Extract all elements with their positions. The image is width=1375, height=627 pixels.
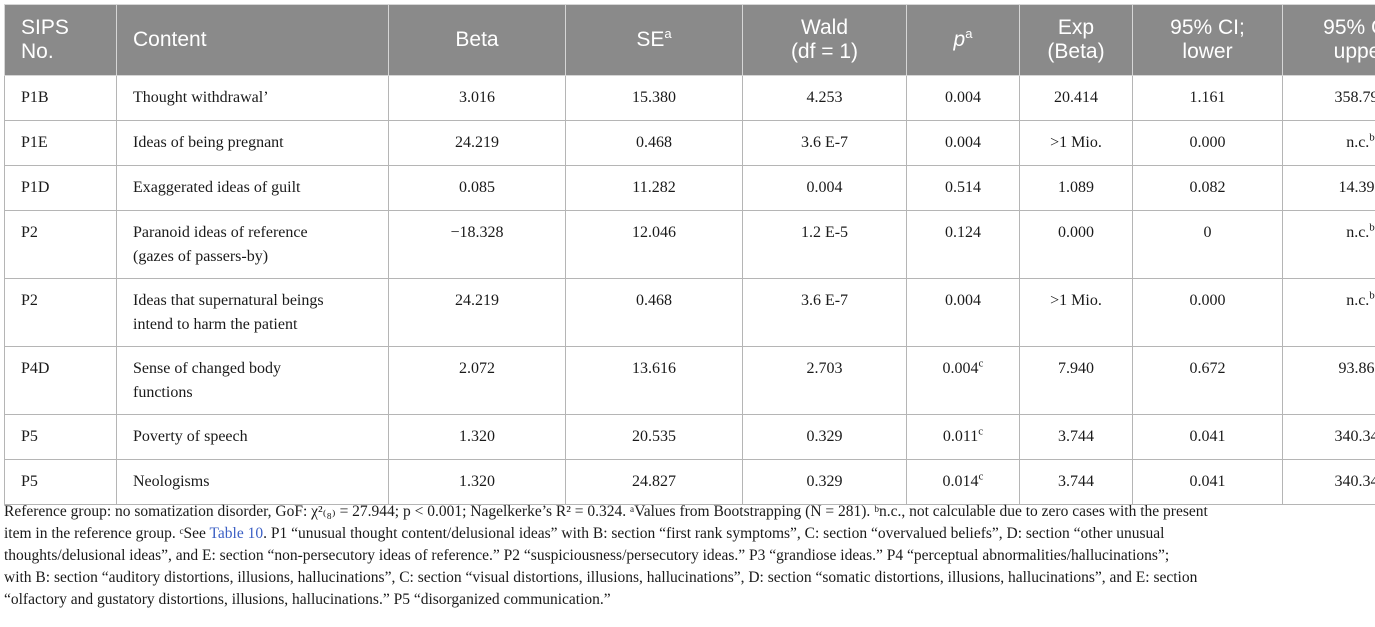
cell-lower: 0.041 [1132,459,1283,505]
header-wald: Wald (df = 1) [742,4,907,76]
cell-beta: 1.320 [388,459,566,505]
footnote-line: item in the reference group. ᶜSee Table … [4,525,1165,542]
footnote-line: with B: section “auditory distortions, i… [4,569,1198,586]
cell-beta: 2.072 [388,346,566,415]
table-row: P4D Sense of changed body functions 2.072… [4,346,1375,415]
cell-beta: 0.085 [388,165,566,211]
cell-beta: −18.328 [388,210,566,279]
cell-exp: 3.744 [1019,414,1133,460]
cell-wald: 0.329 [742,414,907,460]
cell-beta: 24.219 [388,278,566,347]
cell-lower: 0.672 [1132,346,1283,415]
cell-p: 0.004 [906,278,1020,347]
cell-upper: 340.346 [1282,414,1375,460]
cell-p: 0.004 [906,120,1020,166]
header-beta: Beta [388,4,566,76]
cell-sips: P2 [4,278,117,347]
cell-upper: 340.346 [1282,459,1375,505]
cell-wald: 4.253 [742,75,907,121]
cell-exp: 0.000 [1019,210,1133,279]
cell-lower: 0.041 [1132,414,1283,460]
footnote-line: thoughts/delusional ideas”, and E: secti… [4,547,1170,564]
cell-content: Poverty of speech [116,414,389,460]
cell-lower: 0 [1132,210,1283,279]
cell-se: 0.468 [565,278,743,347]
cell-se: 11.282 [565,165,743,211]
cell-content: Sense of changed body functions [116,346,389,415]
table-row: P2 Paranoid ideas of reference (gazes of … [4,210,1375,279]
table-row: P2 Ideas that supernatural beings intend … [4,278,1375,347]
cell-exp: 7.940 [1019,346,1133,415]
cell-sips: P1D [4,165,117,211]
cell-wald: 0.329 [742,459,907,505]
cell-sips: P5 [4,414,117,460]
cell-se: 24.827 [565,459,743,505]
cell-beta: 24.219 [388,120,566,166]
cell-upper: 93.863 [1282,346,1375,415]
cell-p: 0.014c [906,459,1020,505]
cell-exp: 1.089 [1019,165,1133,211]
table-container: SIPS No. Content Beta SEa Wald (df = 1) pa… [4,4,1375,505]
cell-sips: P2 [4,210,117,279]
cell-content: Ideas of being pregnant [116,120,389,166]
header-sips-no: SIPS No. [4,4,117,76]
cell-p: 0.124 [906,210,1020,279]
cell-content: Neologisms [116,459,389,505]
cell-exp: 3.744 [1019,459,1133,505]
table-row: P5 Poverty of speech 1.320 20.535 0.329 … [4,414,1375,460]
cell-p: 0.004c [906,346,1020,415]
header-se: SEa [565,4,743,76]
header-ci-upper: 95% CI;upper [1282,4,1375,76]
cell-lower: 0.000 [1132,278,1283,347]
cell-lower: 1.161 [1132,75,1283,121]
cell-wald: 2.703 [742,346,907,415]
table-row: P1E Ideas of being pregnant 24.219 0.468… [4,120,1375,166]
header-ci-lower: 95% CI; lower [1132,4,1283,76]
cell-p: 0.011c [906,414,1020,460]
sips-table: SIPS No. Content Beta SEa Wald (df = 1) pa… [4,4,1375,505]
cell-content: Paranoid ideas of reference (gazes of pas… [116,210,389,279]
cell-p: 0.514 [906,165,1020,211]
cell-sips: P4D [4,346,117,415]
cell-lower: 0.000 [1132,120,1283,166]
cell-exp: 20.414 [1019,75,1133,121]
header-content: Content [116,4,389,76]
table-footnote: Reference group: no somatization disorde… [4,501,1371,611]
footnote-line: “olfactory and gustatory distortions, il… [4,591,611,608]
cell-upper: n.c.b [1282,278,1375,347]
cell-sips: P1E [4,120,117,166]
cell-wald: 3.6 E-7 [742,120,907,166]
cell-se: 15.380 [565,75,743,121]
table-10-link[interactable]: Table 10 [209,525,264,542]
header-exp-beta: Exp (Beta) [1019,4,1133,76]
cell-se: 13.616 [565,346,743,415]
table-row: P5 Neologisms 1.320 24.827 0.329 0.014c … [4,459,1375,505]
cell-se: 12.046 [565,210,743,279]
cell-lower: 0.082 [1132,165,1283,211]
cell-beta: 1.320 [388,414,566,460]
cell-upper: 14.397 [1282,165,1375,211]
cell-upper: n.c.b [1282,210,1375,279]
cell-sips: P1B [4,75,117,121]
cell-se: 20.535 [565,414,743,460]
cell-wald: 1.2 E-5 [742,210,907,279]
cell-sips: P5 [4,459,117,505]
cell-content: Exaggerated ideas of guilt [116,165,389,211]
table-row: P1D Exaggerated ideas of guilt 0.085 11.… [4,165,1375,211]
header-row: SIPS No. Content Beta SEa Wald (df = 1) pa… [4,4,1375,76]
cell-p: 0.004 [906,75,1020,121]
cell-content: Ideas that supernatural beings intend to … [116,278,389,347]
table-row: P1B Thought withdrawal’ 3.016 15.380 4.2… [4,75,1375,121]
cell-upper: 358.798 [1282,75,1375,121]
cell-beta: 3.016 [388,75,566,121]
header-p: pa [906,4,1020,76]
cell-exp: >1 Mio. [1019,120,1133,166]
cell-exp: >1 Mio. [1019,278,1133,347]
cell-se: 0.468 [565,120,743,166]
cell-upper: n.c.b [1282,120,1375,166]
cell-wald: 3.6 E-7 [742,278,907,347]
cell-wald: 0.004 [742,165,907,211]
footnote-line: Reference group: no somatization disorde… [4,503,1208,520]
cell-content: Thought withdrawal’ [116,75,389,121]
